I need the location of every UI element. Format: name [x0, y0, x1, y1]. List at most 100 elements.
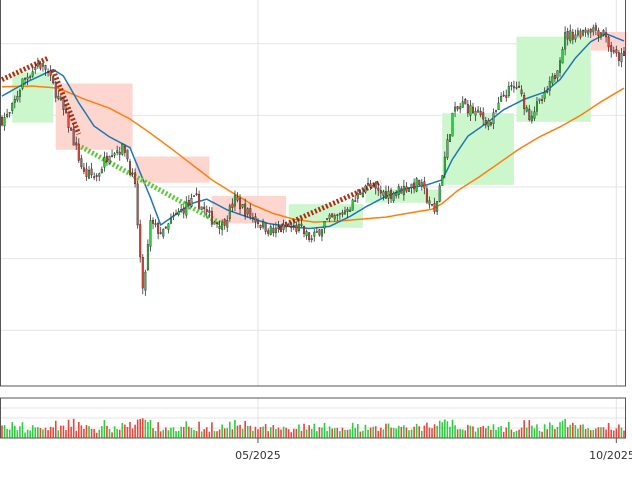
volume-bar — [472, 426, 474, 438]
bearish-candle — [308, 232, 311, 240]
volume-bar — [29, 430, 31, 438]
volume-bar — [554, 429, 556, 438]
volume-bar — [159, 431, 162, 438]
bearish-zone — [55, 83, 133, 150]
volume-bar — [518, 429, 520, 438]
bullish-candle — [569, 30, 572, 42]
volume-bar — [75, 430, 78, 438]
bullish-candle — [269, 226, 272, 235]
volume-bar — [308, 425, 310, 438]
bearish-candle — [303, 225, 306, 234]
bearish-candle — [456, 106, 459, 110]
bullish-candle — [395, 192, 398, 197]
volume-bar — [538, 430, 541, 438]
volume-bar — [469, 425, 472, 438]
bullish-candle — [144, 271, 147, 291]
volume-bar — [229, 421, 231, 438]
volume-bar — [397, 425, 400, 438]
bearish-candle — [290, 225, 293, 228]
bullish-candle — [169, 218, 172, 224]
volume-bar — [44, 427, 47, 438]
bullish-candle — [364, 185, 367, 193]
bearish-candle — [244, 203, 247, 216]
rising-trend-line — [277, 179, 382, 231]
bearish-candle — [280, 226, 283, 232]
bearish-candle — [579, 30, 582, 38]
bullish-candle — [192, 195, 195, 197]
volume-bar — [333, 428, 336, 438]
bearish-candle — [105, 155, 108, 162]
bearish-candle — [518, 85, 521, 88]
volume-bar — [77, 421, 80, 438]
bearish-candle — [47, 71, 50, 74]
bearish-candle — [49, 70, 52, 76]
volume-bar — [31, 425, 34, 438]
volume-bar — [287, 429, 290, 438]
volume-bar — [505, 427, 508, 438]
bullish-candle — [530, 115, 533, 122]
volume-bar — [93, 429, 95, 438]
volume-bar — [536, 424, 538, 438]
volume-bar — [213, 431, 216, 438]
bullish-candle — [459, 106, 462, 110]
volume-bar — [612, 430, 615, 438]
bullish-candle — [592, 27, 595, 33]
bullish-candle — [323, 221, 326, 229]
volume-bar — [262, 426, 264, 438]
bearish-candle — [272, 227, 275, 234]
volume-bar — [6, 428, 8, 438]
bullish-candle — [6, 113, 9, 117]
bearish-candle — [59, 97, 62, 101]
x-tick-label: 10/2025 — [589, 449, 632, 462]
bullish-candle — [349, 209, 352, 212]
volume-bar — [131, 428, 134, 438]
bullish-candle — [538, 98, 541, 101]
volume-bar — [415, 424, 418, 438]
bearish-candle — [390, 189, 393, 199]
volume-bar — [607, 422, 610, 438]
bearish-candle — [571, 31, 574, 40]
volume-bar — [118, 429, 121, 438]
volume-bar — [418, 426, 421, 438]
bearish-candle — [239, 198, 242, 210]
x-tick-label: 05/2025 — [235, 449, 281, 462]
volume-bar — [267, 431, 270, 438]
bullish-candle — [241, 204, 244, 208]
volume-bar — [252, 430, 254, 438]
bullish-candle — [315, 231, 318, 233]
bullish-candle — [326, 218, 329, 220]
volume-bar — [85, 425, 88, 438]
bullish-candle — [3, 117, 6, 127]
volume-bar — [182, 427, 185, 438]
volume-bar — [533, 428, 536, 438]
volume-bar — [461, 429, 464, 438]
volume-bar — [295, 428, 298, 438]
bullish-candle — [262, 221, 265, 228]
volume-bar — [57, 430, 60, 438]
volume-bar — [8, 429, 11, 438]
volume-bar — [175, 431, 177, 438]
bearish-candle — [259, 225, 262, 228]
volume-bar — [323, 422, 326, 438]
volume-bar — [285, 427, 287, 438]
bearish-candle — [489, 122, 492, 126]
bullish-candle — [213, 221, 216, 225]
bullish-candle — [443, 156, 446, 175]
bullish-candle — [24, 78, 27, 80]
volume-bar — [103, 420, 106, 438]
bullish-candle — [41, 63, 44, 67]
bearish-candle — [126, 149, 129, 160]
volume-bar — [572, 422, 574, 438]
bearish-candle — [318, 229, 321, 236]
volume-bar — [313, 423, 316, 438]
volume-bar — [208, 431, 211, 438]
bearish-candle — [136, 183, 139, 226]
bullish-candle — [88, 170, 91, 179]
volume-bar — [326, 430, 328, 438]
bearish-candle — [285, 222, 288, 228]
fast-moving-average-line — [1, 32, 625, 230]
volume-bar — [300, 430, 303, 438]
volume-bar — [223, 428, 226, 438]
bearish-candle — [413, 182, 416, 190]
bearish-candle — [90, 168, 93, 176]
